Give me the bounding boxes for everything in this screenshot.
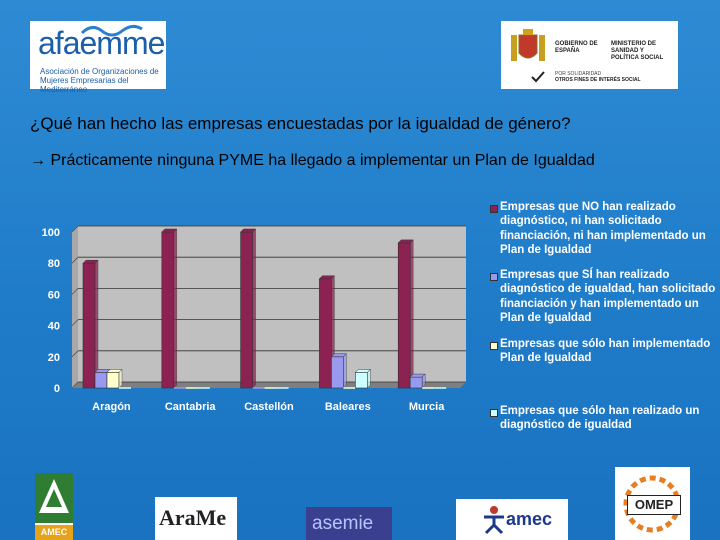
bar-side [252, 228, 256, 389]
legend-label: Empresas que sólo han implementado Plan … [500, 338, 711, 365]
bar [355, 372, 368, 389]
afaemme-subtitle: Asociación de Organizaciones de Mujeres … [40, 67, 166, 94]
afaemme-subtitle-line2: Mujeres Empresarias del Mediterráneo [40, 76, 129, 94]
x-tick-label: Murcia [409, 401, 445, 413]
legend-swatch [490, 409, 498, 417]
amec-label: AMEC [35, 525, 73, 540]
bar-side [421, 373, 426, 389]
bar [319, 278, 332, 389]
gridline-diagonal [71, 350, 79, 358]
y-tick-label: 0 [54, 383, 60, 395]
solidaridad-line1: POR SOLIDARIDAD [555, 71, 602, 77]
bar [161, 231, 175, 389]
x-tick-label: Castellón [244, 401, 294, 413]
bar-chart: 0 20 40 60 80 100 Aragón Cantabria Castellón Bale… [42, 225, 466, 413]
bar [397, 242, 411, 389]
afaemme-brand: afaemme [38, 25, 165, 61]
coat-of-arms-icon [511, 29, 545, 61]
solidaridad-line2-bold: OTROS FINES DE INTERÉS SOCIAL [555, 77, 641, 83]
legend-label: Empresas que SÍ han realizado diagnóstic… [500, 269, 716, 325]
legend-label: Empresas que NO han realizado diagnóstic… [500, 201, 706, 257]
y-tick-label: 80 [48, 258, 60, 270]
omep-text: OMEP [627, 495, 681, 515]
bar-side [367, 368, 371, 389]
asemie-text: asemie [312, 513, 374, 534]
asemie-logo: asemie [306, 507, 392, 540]
gridline-diagonal [71, 256, 79, 264]
arame-text: AraMe [159, 505, 227, 530]
legend-label: Empresas que sólo han realizado un diagn… [500, 405, 700, 432]
wave-icon [80, 24, 143, 37]
amec-triangle-icon [35, 473, 73, 523]
gridline-diagonal [71, 381, 79, 389]
bar-side [173, 228, 178, 389]
omep-logo: OMEP [615, 467, 690, 540]
x-tick-label: Baleares [325, 401, 371, 413]
bar-side [409, 239, 414, 389]
gridline-diagonal [71, 288, 79, 295]
amec2-text: amec [506, 509, 553, 529]
arame-logo: AraMe [155, 497, 237, 540]
bar-side [343, 353, 347, 389]
afaemme-logo: afaemme Asociación de Organizaciones de … [30, 21, 166, 94]
ministerio-text: MINISTERIO DE SANIDAD Y POLÍTICA SOCIAL [611, 41, 664, 61]
solidaridad-line2: OTROS FINES DE INTERÉS SOCIAL [555, 77, 641, 83]
page-question: ¿Qué han hecho las empresas encuestadas … [30, 114, 571, 133]
afaemme-subtitle-line1: Asociación de Organizaciones de [40, 67, 159, 76]
person-icon [484, 506, 504, 535]
bar [94, 372, 108, 389]
chart-layer: 0 20 40 60 80 100 Aragón Cantabria Castellón Bale… [42, 225, 466, 413]
legend-swatch [490, 342, 498, 350]
y-tick-label: 60 [48, 289, 60, 301]
bar [240, 231, 253, 389]
solidaridad-text: POR SOLIDARIDAD OTROS FINES DE INTERÉS S… [555, 71, 641, 83]
bar [106, 372, 120, 389]
bar-side [118, 368, 123, 389]
page-statement: → Prácticamente ninguna PYME ha llegado … [30, 152, 595, 170]
arrow-right-icon: → [30, 152, 46, 169]
plot-side-wall [72, 226, 78, 388]
y-tick-label: 40 [48, 321, 60, 333]
y-tick-label: 100 [42, 227, 60, 239]
x-tick-label: Cantabria [165, 401, 217, 413]
amec-logo: AMEC [35, 473, 73, 540]
bar [409, 376, 423, 389]
legend-swatch [490, 205, 498, 213]
amec2-logo: amec [456, 499, 568, 540]
legend-swatch [490, 273, 498, 281]
ministerio-logo: GOBIERNO DE ESPAÑA MINISTERIO DE SANIDAD… [501, 21, 678, 89]
x-tick-label: Aragón [92, 401, 131, 413]
bar [82, 262, 96, 389]
y-tick-label: 20 [48, 352, 60, 364]
gridline-diagonal [71, 225, 79, 233]
gobierno-text: GOBIERNO DE ESPAÑA [555, 41, 598, 54]
gridline-diagonal [71, 319, 79, 326]
statement-text: Prácticamente ninguna PYME ha llegado a … [46, 152, 595, 169]
bar-side [94, 259, 99, 389]
check-icon [531, 71, 545, 83]
bar [331, 356, 344, 389]
